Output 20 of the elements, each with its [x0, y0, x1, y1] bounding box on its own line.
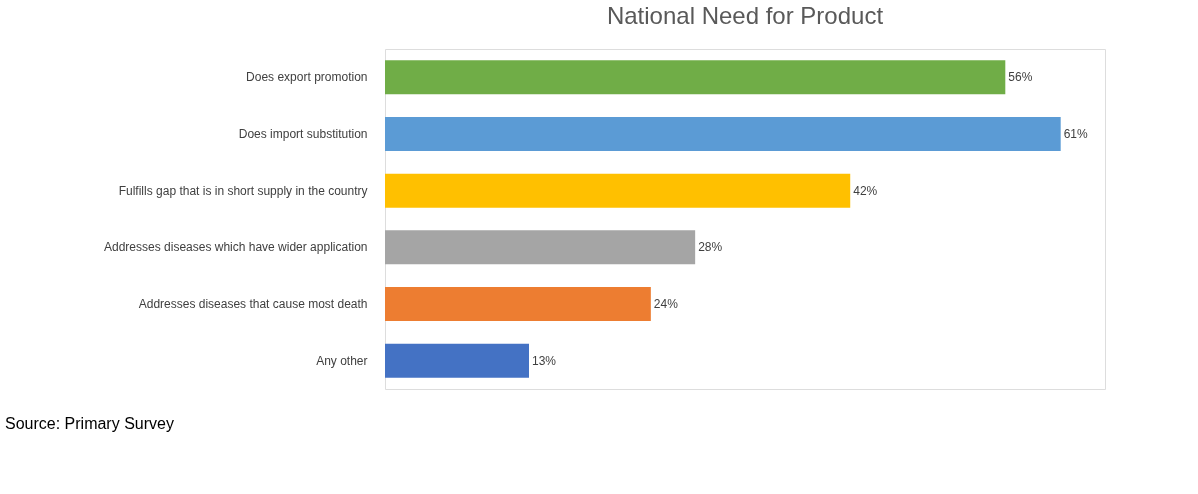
data-label: 42% [853, 183, 878, 198]
data-label: 13% [532, 353, 557, 368]
y-tick-label: Addresses diseases which have wider application [104, 240, 368, 255]
y-tick-label: Does export promotion [246, 70, 368, 85]
bar [385, 343, 529, 378]
bar [385, 287, 651, 321]
chart-title: National Need for Product [606, 2, 884, 29]
source-note: Source: Primary Survey [5, 415, 174, 432]
data-label: 61% [1063, 127, 1089, 141]
y-tick-label: Addresses diseases that cause most death [138, 297, 368, 311]
data-label: 28% [698, 240, 723, 255]
data-label: 24% [653, 297, 679, 311]
y-tick-label: Fulfills gap that is in short supply in the country [118, 183, 368, 198]
bar [385, 230, 696, 265]
y-tick-label: Does import substitution [238, 127, 368, 141]
y-tick-label: Any other [316, 353, 368, 368]
bar [385, 173, 851, 208]
bar [385, 117, 1061, 151]
data-label: 56% [1008, 70, 1033, 85]
bar [385, 60, 1006, 95]
